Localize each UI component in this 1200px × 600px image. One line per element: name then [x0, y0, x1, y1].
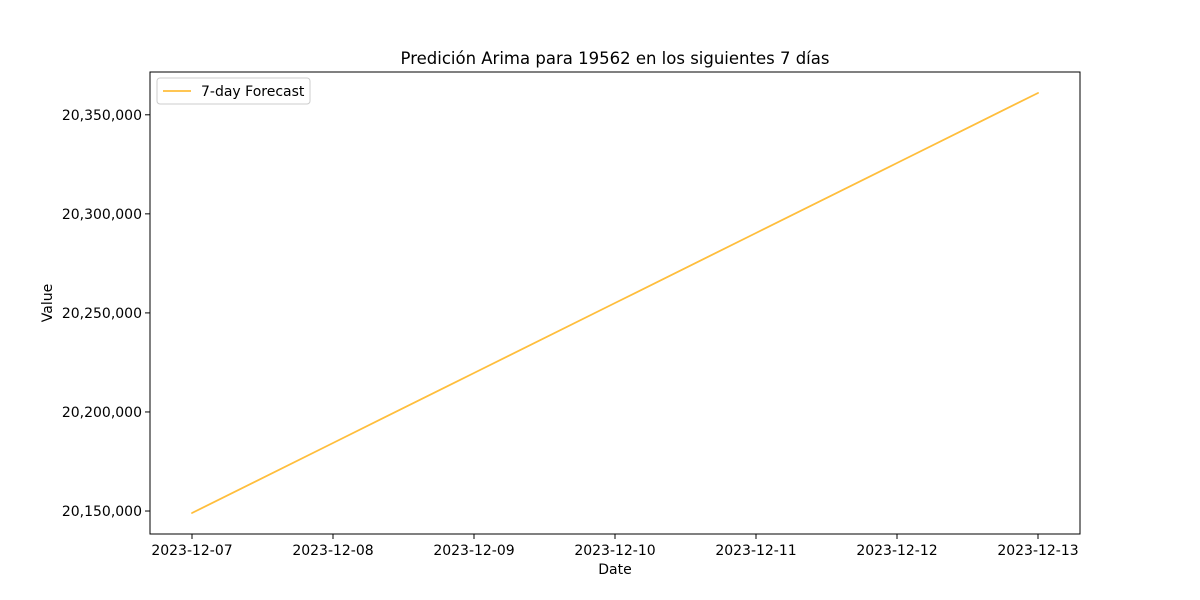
legend: 7-day Forecast	[156, 77, 311, 105]
y-tick-label: 20,350,000	[62, 108, 142, 124]
x-tick-label: 2023-12-07	[151, 543, 232, 559]
plot-frame	[149, 71, 1081, 535]
x-tick-label: 2023-12-12	[856, 543, 937, 559]
y-tick-label: 20,150,000	[62, 504, 142, 520]
series-line-7-day-forecast	[191, 92, 1039, 514]
y-axis-label: Value	[40, 284, 56, 322]
x-tick-label: 2023-12-08	[292, 543, 373, 559]
series-layer	[191, 92, 1039, 514]
y-axis: 20,150,000 20,200,000 20,250,000 20,300,000…	[62, 108, 150, 520]
x-tick-label: 2023-12-13	[997, 543, 1078, 559]
x-tick-label: 2023-12-10	[574, 543, 655, 559]
x-tick-label: 2023-12-09	[433, 543, 514, 559]
x-axis: 2023-12-07 2023-12-08 2023-12-09 2023-12-10…	[151, 534, 1079, 559]
y-tick-label: 20,250,000	[62, 306, 142, 322]
chart-title: Predición Arima para 19562 en los siguie…	[401, 49, 830, 68]
y-tick-label: 20,200,000	[62, 405, 142, 421]
y-tick-label: 20,300,000	[62, 207, 142, 223]
legend-label-7-day-forecast: 7-day Forecast	[201, 84, 305, 100]
x-axis-label: Date	[598, 562, 631, 578]
legend-box	[156, 77, 311, 105]
x-tick-label: 2023-12-11	[715, 543, 796, 559]
